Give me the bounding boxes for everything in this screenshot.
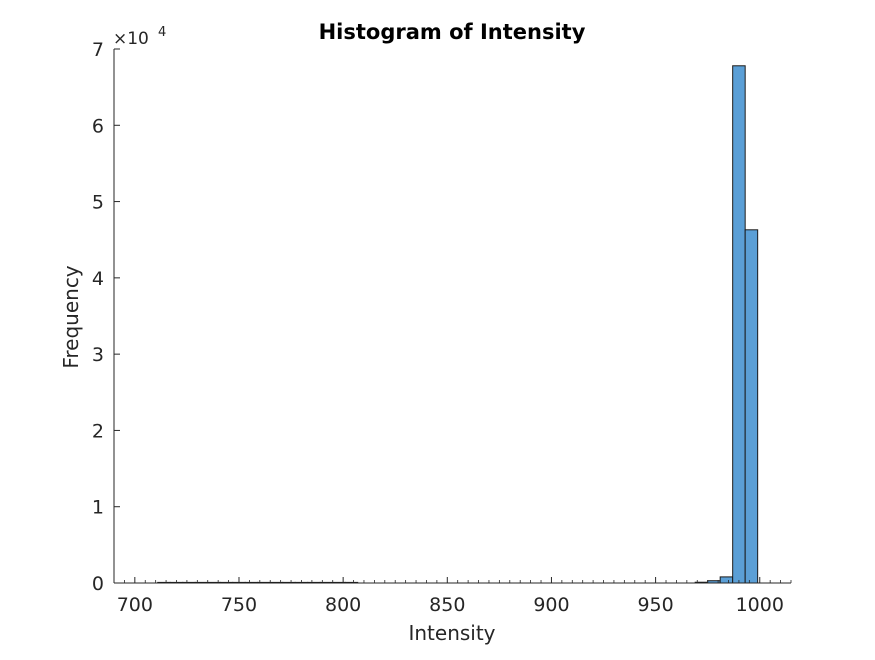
- y-tick-label-2: 2: [92, 420, 104, 442]
- x-tick-label-950: 950: [637, 594, 673, 616]
- x-tick-label-750: 750: [221, 594, 257, 616]
- x-tick-label-850: 850: [429, 594, 465, 616]
- histogram-bar-18: [719, 576, 734, 584]
- histogram-bar-19: [732, 65, 746, 584]
- y-tick-label-0: 0: [92, 573, 104, 595]
- x-axis-label: Intensity: [408, 621, 495, 645]
- y-axis-label: Frequency: [59, 265, 83, 368]
- x-tick-label-1000: 1000: [736, 594, 784, 616]
- ticks-layer: 700 750 800 850 900 950 1000 0 1 2 3 4 5 6 7: [92, 39, 792, 616]
- axes-layer: [113, 49, 791, 584]
- y-tick-label-7: 7: [92, 39, 104, 61]
- histogram-bar-20: [744, 229, 759, 584]
- y-tick-label-1: 1: [92, 497, 104, 519]
- y-exponent-power: 4: [158, 25, 166, 40]
- y-tick-label-4: 4: [92, 268, 104, 290]
- y-tick-label-5: 5: [92, 192, 104, 214]
- y-tick-label-6: 6: [92, 115, 104, 137]
- y-tick-label-3: 3: [92, 344, 104, 366]
- x-tick-label-900: 900: [533, 594, 569, 616]
- chart-title: Histogram of Intensity: [319, 20, 586, 44]
- x-tick-label-700: 700: [117, 594, 153, 616]
- bars-layer: [157, 65, 759, 584]
- y-exponent-base: ×10: [113, 29, 149, 49]
- x-tick-label-800: 800: [325, 594, 361, 616]
